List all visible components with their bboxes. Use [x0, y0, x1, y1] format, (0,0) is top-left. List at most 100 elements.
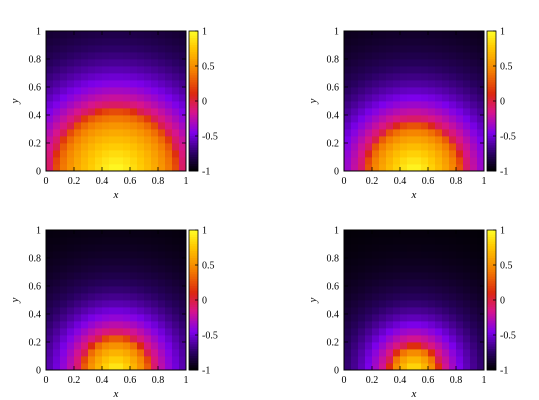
heatmap-cell: [102, 286, 110, 294]
y-tick-label: 1: [334, 27, 339, 38]
heatmap-cell: [414, 143, 422, 151]
heatmap-cell: [393, 321, 401, 329]
heatmap-cell: [74, 108, 82, 116]
heatmap-cell: [151, 115, 159, 123]
heatmap-cell: [421, 122, 429, 130]
heatmap-cell: [344, 73, 352, 81]
colorbar-segment: [189, 59, 198, 62]
heatmap-cell: [358, 237, 366, 245]
heatmap-cell: [442, 363, 450, 371]
heatmap-cell: [165, 164, 173, 172]
heatmap-cell: [393, 293, 401, 301]
heatmap-cell: [46, 307, 54, 315]
heatmap-cell: [372, 129, 380, 137]
heatmap-cell: [158, 31, 166, 39]
heatmap-cell: [421, 143, 429, 151]
heatmap-cell: [46, 157, 54, 165]
heatmap-cell: [144, 31, 152, 39]
heatmap-cell: [123, 31, 131, 39]
heatmap-cell: [109, 101, 117, 109]
heatmap-cell: [414, 80, 422, 88]
heatmap-cell: [53, 31, 61, 39]
heatmap-cell: [67, 157, 75, 165]
heatmap-cell: [158, 342, 166, 350]
heatmap-cell: [414, 258, 422, 266]
colorbar-segment: [487, 70, 496, 74]
heatmap-cell: [435, 293, 443, 301]
heatmap-cell: [67, 307, 75, 315]
colorbar-segment: [487, 258, 496, 261]
heatmap-cell: [421, 52, 429, 60]
colorbar-segment: [487, 260, 496, 264]
heatmap-cell: [137, 157, 145, 165]
colorbar-segment: [189, 274, 198, 278]
heatmap-cell: [407, 363, 415, 371]
heatmap-cell: [74, 237, 82, 245]
heatmap-cell: [137, 335, 145, 343]
heatmap-cell: [137, 328, 145, 336]
heatmap-cell: [372, 73, 380, 81]
heatmap-cell: [372, 349, 380, 357]
heatmap-cell: [88, 129, 96, 137]
heatmap-cell: [386, 237, 394, 245]
heatmap-cell: [102, 38, 110, 46]
colorbar-segment: [189, 84, 198, 88]
colorbar-segment: [487, 251, 496, 254]
heatmap-cell: [116, 136, 124, 144]
colorbar-segment: [189, 150, 198, 153]
heatmap-cell: [74, 265, 82, 273]
colorbar-segment: [189, 70, 198, 74]
heatmap-cell: [449, 293, 457, 301]
heatmap-cell: [407, 129, 415, 137]
heatmap-cell: [372, 286, 380, 294]
heatmap-cell: [456, 237, 464, 245]
heatmap-cell: [102, 349, 110, 357]
heatmap-cell: [393, 122, 401, 130]
heatmap-cell: [179, 108, 187, 116]
heatmap-cell: [393, 108, 401, 116]
heatmap-cell: [179, 272, 187, 280]
heatmap-cell: [60, 52, 68, 60]
heatmap-cell: [116, 31, 124, 39]
heatmap-cell: [463, 73, 471, 81]
heatmap-cell: [123, 356, 131, 364]
heatmap-cell: [172, 52, 180, 60]
heatmap-cell: [179, 230, 187, 238]
heatmap-cell: [74, 230, 82, 238]
colorbar-segment: [487, 40, 496, 44]
heatmap-cell: [379, 129, 387, 137]
heatmap-cell: [400, 356, 408, 364]
heatmap-cell: [442, 45, 450, 53]
heatmap-cell: [95, 335, 103, 343]
colorbar-tick-label: -1: [202, 366, 210, 377]
heatmap-cell: [428, 230, 436, 238]
heatmap-cell: [365, 73, 373, 81]
x-tick-label: 0.4: [394, 375, 407, 386]
heatmap-cell: [344, 101, 352, 109]
heatmap-cell: [123, 314, 131, 322]
heatmap-cell: [372, 258, 380, 266]
heatmap-cell: [470, 59, 478, 67]
heatmap-cell: [414, 328, 422, 336]
heatmap-cell: [470, 157, 478, 165]
heatmap-cell: [351, 286, 359, 294]
heatmap-cell: [179, 115, 187, 123]
heatmap-cell: [172, 87, 180, 95]
heatmap-cell: [179, 342, 187, 350]
heatmap-cell: [365, 80, 373, 88]
heatmap-cell: [102, 258, 110, 266]
heatmap-cell: [386, 31, 394, 39]
heatmap-cell: [81, 230, 89, 238]
heatmap-cell: [102, 314, 110, 322]
heatmap-cell: [67, 356, 75, 364]
heatmap-cell: [109, 349, 117, 357]
heatmap-cell: [407, 52, 415, 60]
heatmap-cell: [351, 94, 359, 102]
heatmap-cell: [449, 157, 457, 165]
colorbar-segment: [487, 269, 496, 273]
heatmap-cell: [116, 80, 124, 88]
heatmap-cell: [165, 258, 173, 266]
heatmap-cell: [449, 122, 457, 130]
heatmap-cell: [165, 265, 173, 273]
heatmap-cell: [67, 45, 75, 53]
